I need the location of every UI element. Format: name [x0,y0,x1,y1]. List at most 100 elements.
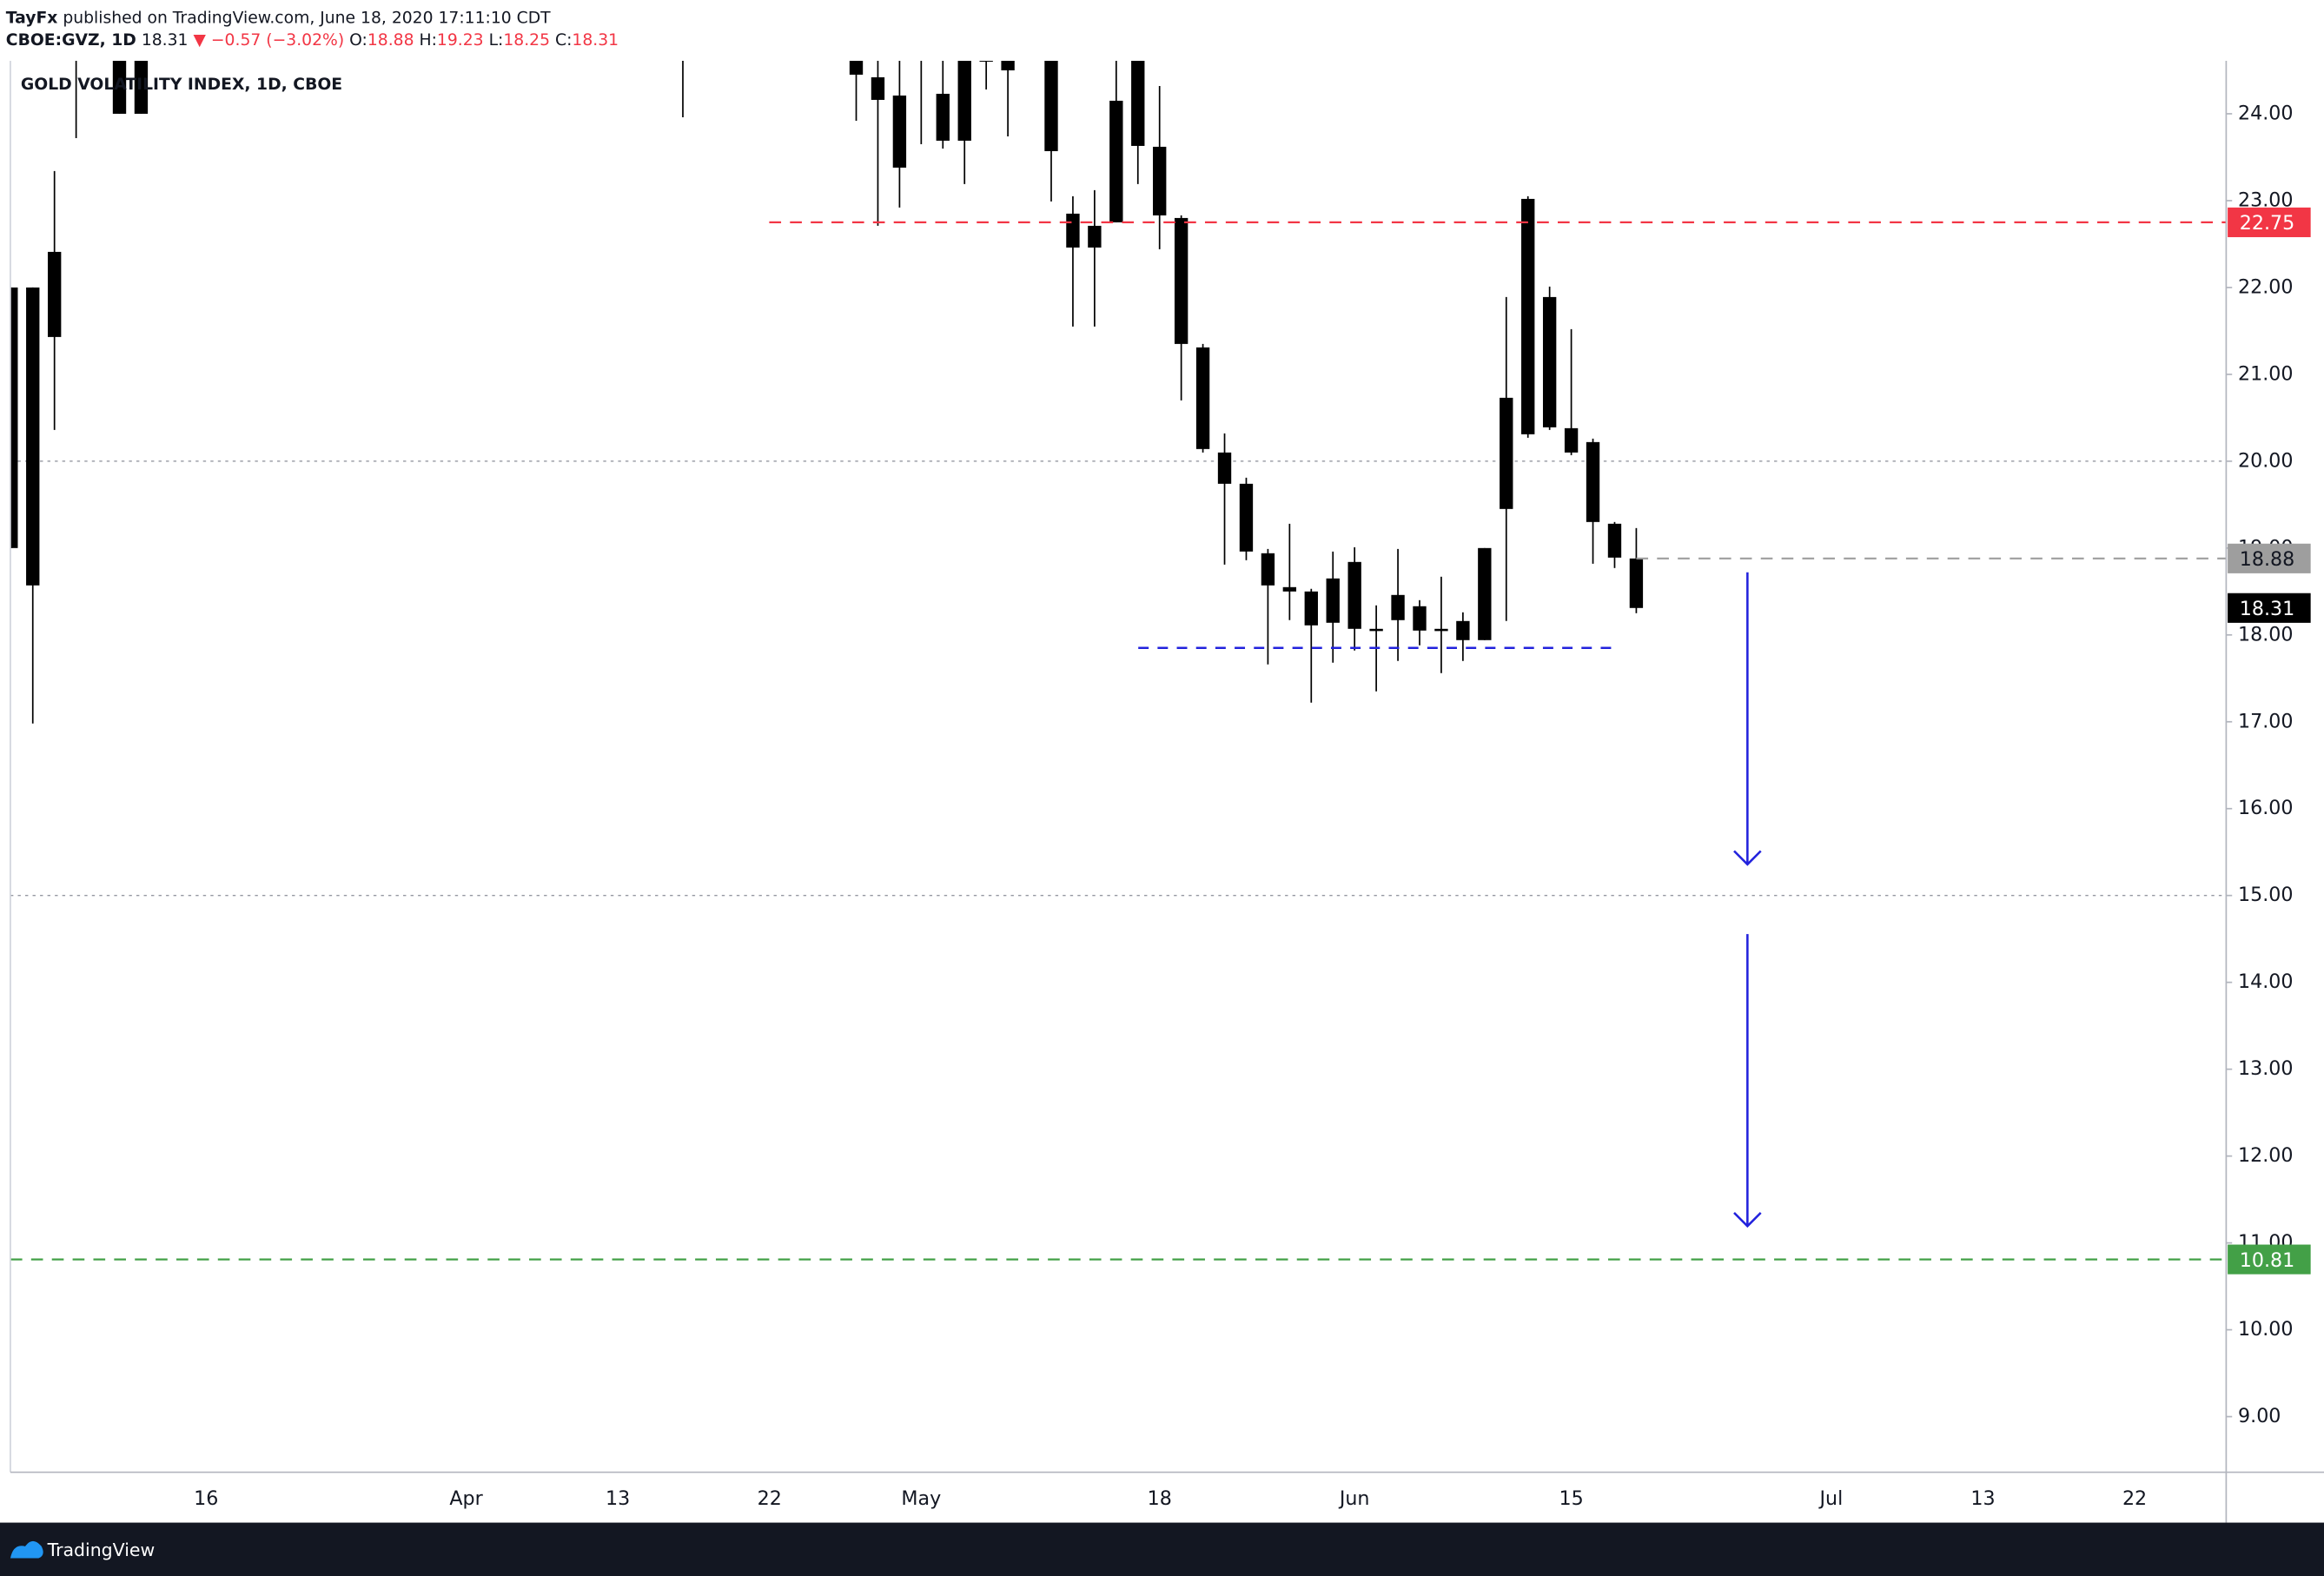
candle-body [1282,586,1297,592]
h-label: H: [420,31,437,50]
candle-body [1564,427,1579,453]
candle-body [1066,213,1080,248]
y-tick-label: 13.00 [2238,1057,2293,1080]
price-label-box [2228,1244,2311,1275]
x-tick-label: Jul [1818,1487,1844,1510]
y-tick-label: 12.00 [2238,1144,2293,1167]
x-tick-label: 13 [1970,1487,1995,1510]
published: published on TradingView.com, June 18, 2… [63,9,551,27]
candle-body [1434,628,1448,632]
candle-body [1153,146,1167,215]
o-label: O: [349,31,367,50]
candle-body [1413,606,1427,631]
candle-body [1239,483,1254,552]
candle-body [1044,60,1058,151]
candle-body [1131,60,1145,146]
footer-brand: TradingView [47,1540,156,1560]
x-tick-label: 13 [606,1487,630,1510]
candle-body [1326,578,1340,623]
candle-body [1261,553,1275,586]
x-tick-label: 22 [2122,1487,2147,1510]
l-value: 18.25 [503,31,550,50]
y-tick-label: 10.00 [2238,1318,2293,1341]
y-tick-label: 9.00 [2238,1405,2281,1427]
footer-logo [10,1540,43,1559]
candle-body [1174,217,1188,344]
candle-body [1088,225,1102,248]
y-tick-label: 18.00 [2238,623,2293,646]
x-tick-label: Jun [1338,1487,1370,1510]
arrow-head [1733,850,1762,866]
candle-body [1217,452,1232,484]
candle-body [1347,561,1361,629]
price-label-box [2228,593,2311,623]
y-tick-label: 21.00 [2238,362,2293,385]
candle-body [957,60,971,141]
candle-body [892,95,907,168]
candle-body [112,60,127,114]
price-label: 18.31 [2240,598,2294,620]
x-tick-label: 15 [1559,1487,1583,1510]
x-tick-label: May [901,1487,941,1510]
candle-body [979,60,993,62]
y-tick-label: 24.00 [2238,102,2293,124]
candle-body [1521,198,1535,434]
annotations [1138,572,1762,1228]
candle-body [1500,397,1513,509]
price-label: 10.81 [2240,1249,2294,1272]
change: ▼ −0.57 (−3.02%) [193,31,344,50]
y-tick-label: 22.00 [2238,275,2293,298]
header-line-2: CBOE:GVZ, 1D 18.31 ▼ −0.57 (−3.02%) O:18… [6,31,619,50]
header-line-1: TayFx published on TradingView.com, June… [6,9,551,27]
candle-body [849,60,864,75]
candle-body [1109,100,1123,222]
candle-body [10,287,18,548]
y-tick-label: 20.00 [2238,449,2293,472]
time-axis: 16 Apr 13 22 May 18 Jun 15 Jul 13 22 [194,1487,2147,1510]
candle-body [1369,628,1383,632]
candle-body [134,60,149,114]
o-value: 18.88 [367,31,414,50]
candle-body [871,76,885,100]
legend-title: GOLD VOLATILITY INDEX, 1D, CBOE [21,76,342,94]
c-value: 18.31 [572,31,619,50]
candle-body [1195,347,1210,449]
author: TayFx [6,9,58,27]
x-tick-label: 22 [758,1487,782,1510]
x-tick-label: 18 [1148,1487,1172,1510]
candle-body [1629,558,1644,608]
candle-body [1586,441,1600,522]
footer-bar [0,1522,2324,1576]
candle-body [1607,523,1622,558]
l-label: L: [489,31,504,50]
h-value: 19.23 [437,31,484,50]
candle-body [1478,547,1492,640]
price-label-box [2228,207,2311,237]
price-label: 18.88 [2240,548,2294,571]
candle-body [1456,620,1470,640]
symbol: CBOE:GVZ, 1D [6,31,136,50]
plot-area [10,60,2227,1261]
candle-body [1391,594,1405,620]
candle-body [1001,60,1015,70]
candle-body [1542,296,1557,427]
candle-body [936,93,950,141]
candle-body [1304,591,1318,626]
candle-body [26,287,40,586]
price-axis: 9.0010.0011.0012.0013.0014.0015.0016.001… [2226,102,2311,1427]
c-label: C: [555,31,572,50]
candle-body [48,251,62,337]
x-tick-label: Apr [449,1487,483,1510]
last-price: 18.31 [142,31,189,50]
y-tick-label: 14.00 [2238,970,2293,993]
x-tick-label: 16 [194,1487,218,1510]
arrow-head [1733,1212,1762,1228]
y-tick-label: 15.00 [2238,884,2293,906]
y-tick-label: 16.00 [2238,797,2293,819]
y-tick-label: 17.00 [2238,710,2293,732]
price-label: 22.75 [2240,212,2294,235]
price-label-box [2228,543,2311,573]
